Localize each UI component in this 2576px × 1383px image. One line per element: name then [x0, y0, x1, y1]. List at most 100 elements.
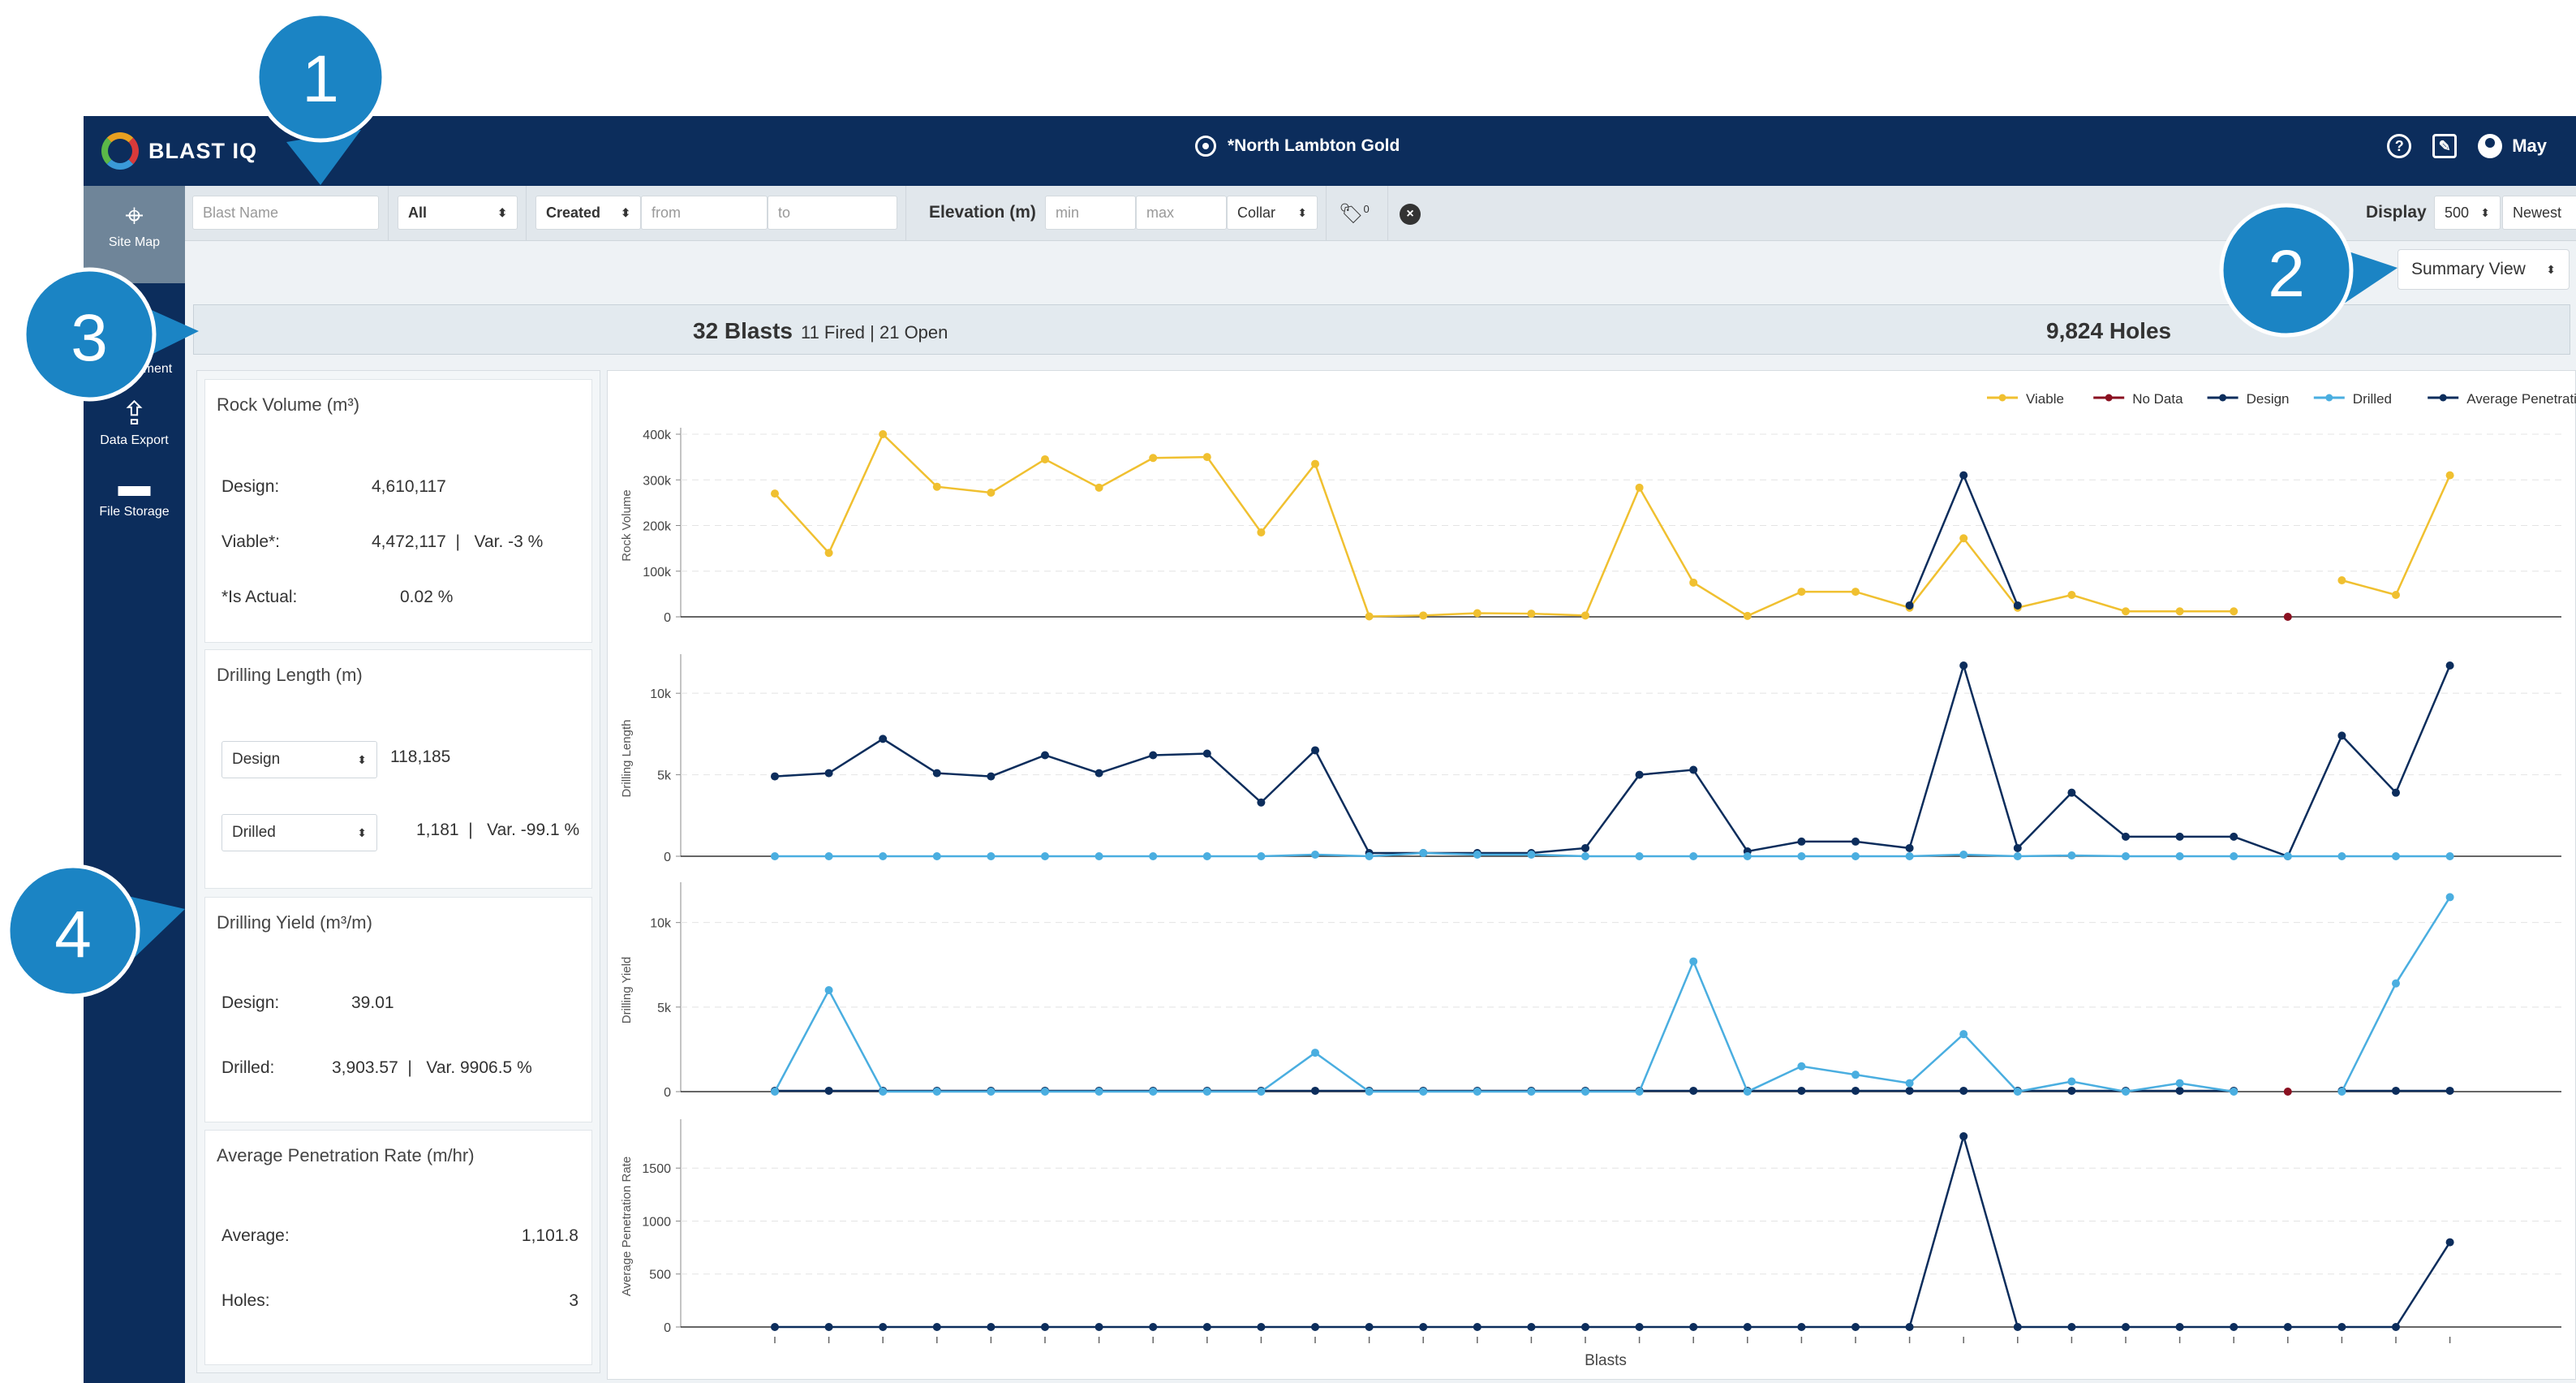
data-point — [1094, 1088, 1103, 1096]
data-point — [1743, 1088, 1752, 1096]
legend-label: Design — [2247, 391, 2290, 407]
data-point — [771, 489, 779, 498]
user-menu[interactable]: May — [2478, 134, 2547, 158]
data-point — [1365, 1088, 1374, 1096]
data-point — [1311, 459, 1319, 468]
elevation-label: Elevation (m) — [929, 203, 1036, 222]
data-point — [2067, 1077, 2076, 1086]
data-point — [1851, 1086, 1860, 1095]
legend-marker — [2439, 394, 2447, 402]
logo-icon — [101, 132, 139, 170]
sidebar-item-site-map[interactable]: ⌖ Site Map — [84, 186, 185, 283]
data-point — [987, 772, 996, 781]
sort-caret-icon: ⬍ — [357, 826, 367, 839]
blast-name-input[interactable]: Blast Name — [192, 196, 379, 230]
series-line — [775, 1132, 2451, 1329]
data-point — [1797, 852, 1806, 860]
data-point — [932, 482, 941, 491]
display-count-select[interactable]: 500 ⬍ — [2434, 196, 2501, 230]
data-point — [2392, 979, 2400, 988]
data-point — [1473, 609, 1482, 618]
data-point — [1959, 534, 1968, 543]
status-select[interactable]: All ⬍ — [398, 196, 518, 230]
data-point — [879, 735, 888, 743]
data-point — [2067, 788, 2076, 797]
blast-count: 32 Blasts 11 Fired | 21 Open — [693, 318, 948, 344]
data-point — [1311, 746, 1319, 755]
data-point — [2283, 613, 2292, 621]
data-point — [1905, 1323, 1914, 1331]
legend-label: No Data — [2132, 391, 2183, 407]
data-point — [932, 1088, 941, 1096]
data-point — [2337, 852, 2346, 860]
data-point — [2013, 601, 2022, 610]
data-point — [2013, 843, 2022, 852]
data-point — [1257, 798, 1266, 807]
series-line — [775, 851, 2450, 858]
drilling-length-metric-select-1[interactable]: Design ⬍ — [221, 741, 377, 778]
viable-label: Viable*: — [221, 532, 281, 551]
site-selector[interactable]: *North Lambton Gold — [1195, 136, 1400, 157]
data-point — [2445, 661, 2454, 670]
elevation-ref-select[interactable]: Collar ⬍ — [1227, 196, 1318, 230]
data-point — [987, 1088, 996, 1096]
data-point — [2337, 731, 2346, 740]
date-field-value: Created — [546, 205, 601, 221]
elevation-ref-value: Collar — [1237, 205, 1276, 221]
series-line — [774, 432, 2234, 618]
callout-4-label: 4 — [54, 898, 92, 972]
sort-select[interactable]: Newest⬍ — [2502, 196, 2576, 230]
data-point — [2445, 471, 2454, 480]
legend-label: Viable — [2026, 391, 2064, 407]
date-from-input[interactable]: from — [641, 196, 768, 230]
stats-panel: Rock Volume (m³) Design: 4,610,117 Viabl… — [196, 370, 600, 1373]
data-point — [1689, 852, 1698, 860]
clear-filters-icon[interactable]: × — [1400, 204, 1421, 225]
target-icon — [1195, 136, 1216, 157]
data-point — [932, 769, 941, 778]
data-point — [2283, 1088, 2292, 1096]
y-axis-label: Rock Volume — [620, 489, 634, 561]
elevation-max-input[interactable]: max — [1136, 196, 1227, 230]
tag-filter[interactable]: 🏷0 — [1339, 202, 1370, 226]
brand-logo[interactable]: BLAST IQ — [101, 131, 257, 171]
average-label: Average: — [221, 1226, 290, 1245]
top-bar: BLAST IQ *North Lambton Gold ? ✎ May — [84, 116, 2576, 186]
drilling-yield-card: Drilling Yield (m³/m) Design: 39.01 Dril… — [204, 897, 592, 1122]
sort-caret-icon: ⬍ — [1297, 206, 1307, 219]
sort-caret-icon: ⬍ — [497, 206, 507, 219]
data-point — [1202, 1088, 1211, 1096]
y-axis-label: Average Penetration Rate — [620, 1157, 634, 1296]
select-value: Drilled — [232, 824, 276, 841]
sidebar-item-label: Data Export — [100, 433, 169, 447]
view-mode-select[interactable]: Summary View ⬍ — [2398, 249, 2570, 290]
callout-3: 3 — [22, 267, 199, 402]
data-point — [2175, 1323, 2184, 1331]
data-point — [1635, 770, 1644, 779]
data-point — [1797, 1062, 1806, 1071]
sort-caret-icon: ⬍ — [2480, 206, 2490, 219]
data-point — [2230, 1088, 2238, 1096]
help-icon[interactable]: ? — [2387, 134, 2412, 158]
data-point — [1419, 611, 1428, 620]
divider — [1326, 186, 1327, 241]
data-point — [2122, 1323, 2130, 1331]
data-point — [1257, 528, 1266, 536]
y-tick-label: 300k — [643, 474, 672, 488]
data-point — [1689, 1323, 1698, 1331]
elevation-min-input[interactable]: min — [1045, 196, 1136, 230]
drilling-length-card: Drilling Length (m) Design ⬍ 118,185 Dril… — [204, 649, 592, 889]
date-field-select[interactable]: Created ⬍ — [535, 196, 641, 230]
y-tick-label: 5k — [657, 1002, 672, 1015]
series-line — [773, 959, 2234, 1093]
sidebar-item-file-storage[interactable]: ▬ File Storage — [84, 455, 185, 520]
sidebar-item-data-export[interactable]: ⇪ Data Export — [84, 384, 185, 449]
data-point — [1149, 852, 1158, 860]
data-point — [824, 1086, 833, 1095]
map-icon: ⌖ — [125, 198, 144, 234]
data-point — [1851, 852, 1860, 860]
date-to-input[interactable]: to — [768, 196, 897, 230]
data-point — [1419, 848, 1428, 857]
drilling-length-metric-select-2[interactable]: Drilled ⬍ — [221, 814, 377, 851]
feedback-icon[interactable]: ✎ — [2432, 134, 2458, 158]
